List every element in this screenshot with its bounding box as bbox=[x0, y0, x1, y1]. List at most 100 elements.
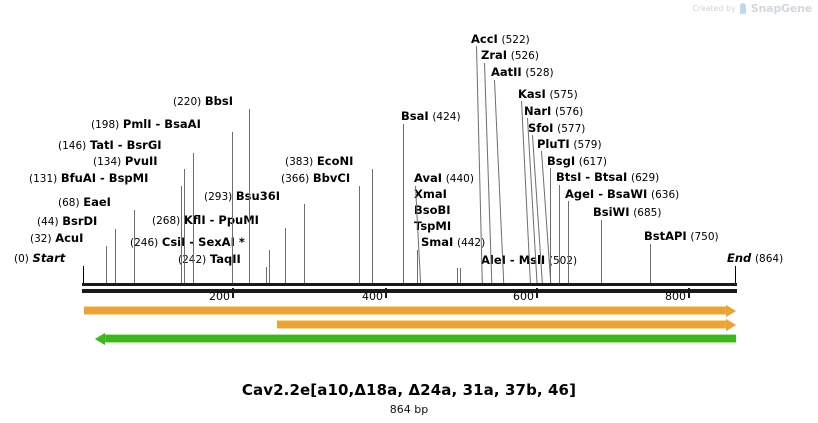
site-position: (440) bbox=[445, 173, 474, 185]
enzyme-name: PluTI bbox=[537, 137, 570, 151]
tick-label-200: 200 bbox=[209, 290, 230, 303]
leader-line-629 bbox=[559, 185, 560, 284]
feature-track-2[interactable] bbox=[277, 318, 736, 331]
tick-label-800: 800 bbox=[665, 290, 686, 303]
leader-line-134 bbox=[184, 169, 185, 284]
enzyme-name: CsiI - SexAI * bbox=[161, 235, 245, 249]
enzyme-name: EcoNI bbox=[316, 154, 354, 168]
leader-line-242 bbox=[266, 267, 267, 284]
enzyme-name: BsoBI bbox=[414, 203, 451, 217]
site-position: (685) bbox=[633, 207, 662, 219]
site-label-528: AatII (528) bbox=[491, 66, 554, 79]
site-position: (268) bbox=[152, 215, 181, 227]
title-block: Cav2.2e[a10,Δ18a, Δ24a, 31a, 37b, 46] 86… bbox=[0, 381, 818, 416]
feature-arrowhead-left bbox=[95, 332, 105, 345]
leader-line-750 bbox=[650, 244, 651, 284]
leader-line-246 bbox=[269, 250, 270, 284]
site-position: (32) bbox=[30, 233, 52, 245]
site-position: (424) bbox=[432, 111, 461, 123]
site-position: (242) bbox=[178, 254, 206, 266]
leader-line-366 bbox=[359, 186, 360, 284]
site-label-629: BtsI - BtsaI (629) bbox=[556, 171, 659, 184]
site-label-577: SfoI (577) bbox=[528, 122, 585, 135]
leader-line-220 bbox=[249, 109, 250, 284]
enzyme-name: AatII bbox=[491, 65, 522, 79]
site-position: (579) bbox=[573, 139, 602, 151]
site-position: (528) bbox=[525, 67, 554, 79]
leader-line-617 bbox=[550, 168, 551, 284]
site-position: (44) bbox=[37, 216, 59, 228]
site-label-575: KasI (575) bbox=[518, 88, 578, 101]
site-position: (383) bbox=[285, 156, 314, 168]
enzyme-name: BtsI - BtsaI bbox=[556, 170, 628, 184]
site-label-440-xmai: XmaI bbox=[414, 188, 447, 200]
feature-track-3[interactable] bbox=[95, 332, 736, 345]
enzyme-name: SfoI bbox=[528, 121, 554, 135]
enzyme-name: BsgI bbox=[547, 154, 576, 168]
site-label-246: (246) CsiI - SexAI * bbox=[130, 236, 245, 249]
sequence-title: Cav2.2e[a10,Δ18a, Δ24a, 31a, 37b, 46] bbox=[241, 381, 577, 399]
tick-mark-800 bbox=[688, 288, 690, 298]
leader-line-68 bbox=[134, 210, 135, 284]
site-position: (0) bbox=[14, 253, 29, 265]
leader-line-293 bbox=[304, 204, 305, 284]
site-label-617: BsgI (617) bbox=[547, 155, 607, 168]
watermark-brand: SnapGene bbox=[750, 2, 812, 15]
site-label-424: BsaI (424) bbox=[401, 110, 461, 123]
feature-bar bbox=[104, 334, 736, 343]
enzyme-name: NarI bbox=[524, 104, 552, 118]
leader-line-424 bbox=[403, 124, 404, 284]
enzyme-name: SmaI bbox=[421, 235, 454, 249]
tick-label-600: 600 bbox=[513, 290, 534, 303]
tick-label-400: 400 bbox=[362, 290, 383, 303]
snapgene-watermark: Created by SnapGene bbox=[693, 2, 813, 15]
leader-line-146 bbox=[193, 153, 194, 284]
enzyme-name: BbvCI bbox=[312, 171, 351, 185]
site-label-383: (383) EcoNI bbox=[285, 155, 353, 168]
leader-line-442 bbox=[417, 250, 418, 284]
enzyme-name: KasI bbox=[518, 87, 546, 101]
enzyme-name: BsiWI bbox=[593, 205, 630, 219]
enzyme-name: TspMI bbox=[414, 219, 452, 233]
site-position: (131) bbox=[29, 173, 58, 185]
leader-line-526 bbox=[484, 62, 493, 284]
site-label-750: BstAPI (750) bbox=[644, 230, 719, 243]
site-position: (366) bbox=[281, 173, 310, 185]
site-position: (617) bbox=[578, 156, 608, 168]
enzyme-name: BbsI bbox=[204, 94, 234, 108]
site-label-68: (68) EaeI bbox=[58, 196, 111, 209]
tick-mark-200 bbox=[232, 288, 234, 298]
site-position: (220) bbox=[173, 96, 202, 108]
enzyme-name: KflI - PpuMI bbox=[183, 213, 259, 227]
site-label-579: PluTI (579) bbox=[537, 138, 602, 151]
enzyme-name: AccI bbox=[471, 32, 498, 46]
tick-mark-600 bbox=[536, 288, 538, 298]
enzyme-name: BfuAI - BspMI bbox=[60, 171, 149, 185]
enzyme-name: AgeI - BsaWI bbox=[565, 187, 648, 201]
site-label-526: ZraI (526) bbox=[481, 49, 539, 62]
site-label-268: (268) KflI - PpuMI bbox=[152, 214, 259, 227]
site-label-146: (146) TatI - BsrGI bbox=[58, 139, 162, 152]
site-position: (577) bbox=[557, 123, 586, 135]
site-label-293: (293) Bsu36I bbox=[204, 190, 280, 203]
leader-line-198 bbox=[232, 132, 233, 284]
site-position: (864) bbox=[754, 253, 784, 265]
site-position: (68) bbox=[58, 197, 80, 209]
feature-bar bbox=[277, 320, 727, 329]
feature-track-1[interactable] bbox=[84, 304, 736, 317]
enzyme-name: AcuI bbox=[55, 231, 84, 245]
leader-line-383 bbox=[372, 169, 373, 284]
site-label-44: (44) BsrDI bbox=[37, 215, 97, 228]
site-label-440-tspmi: TspMI bbox=[414, 220, 451, 232]
site-label-134: (134) PvuII bbox=[93, 155, 158, 168]
site-label-522: AccI (522) bbox=[471, 33, 530, 46]
site-label-442: SmaI (442) bbox=[421, 236, 485, 249]
enzyme-name: Bsu36I bbox=[235, 189, 280, 203]
end-marker-label: End (864) bbox=[727, 252, 783, 265]
enzyme-name: PvuII bbox=[124, 154, 158, 168]
site-position: (134) bbox=[93, 156, 122, 168]
site-label-440: AvaI (440) bbox=[414, 172, 474, 185]
enzyme-name: ZraI bbox=[481, 48, 508, 62]
site-label-198: (198) PmlI - BsaAI bbox=[91, 118, 201, 131]
site-position: (502) bbox=[548, 255, 578, 267]
